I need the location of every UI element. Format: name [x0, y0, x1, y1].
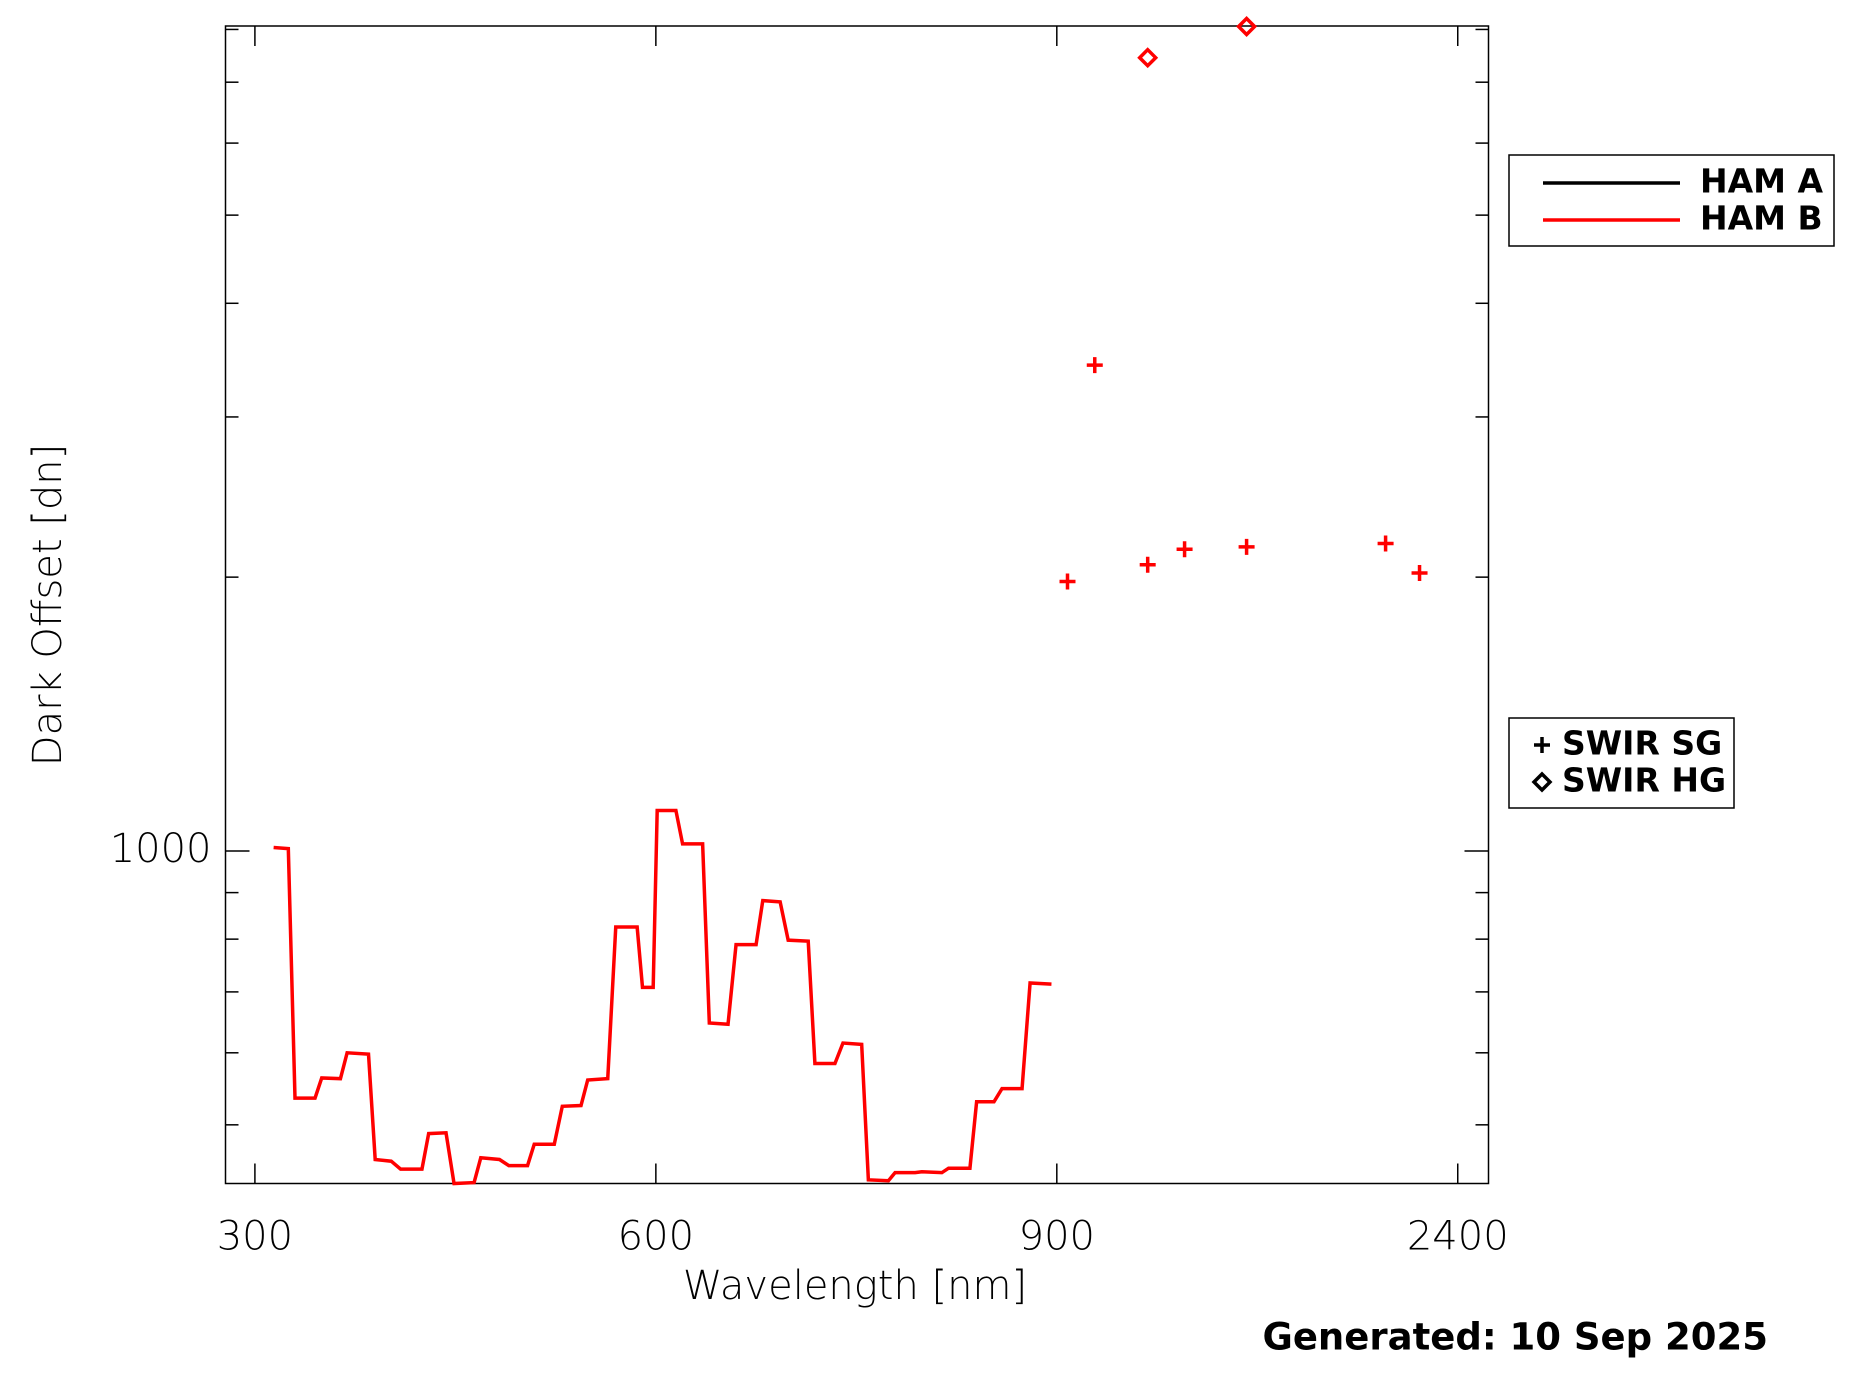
diamond-marker	[1236, 16, 1258, 37]
plus-marker	[1411, 565, 1428, 582]
x-axis-label: Wavelength [nm]	[683, 1263, 1027, 1309]
x-tick-label: 900	[1019, 1214, 1095, 1260]
x-tick-label: 300	[217, 1214, 293, 1260]
plus-marker	[1086, 357, 1103, 374]
footer: Generated: 10 Sep 2025	[1262, 1316, 1768, 1359]
diamond-marker	[1137, 47, 1159, 69]
plus-marker	[1377, 535, 1394, 552]
legend-label: HAM A	[1700, 162, 1823, 201]
legend-marker	[1534, 737, 1550, 753]
legend-box	[1508, 154, 1835, 247]
plus-marker	[1176, 541, 1193, 558]
y-tick-label: 1000	[110, 826, 212, 872]
legend-label: SWIR SG	[1562, 724, 1722, 763]
plus-marker	[1238, 538, 1255, 555]
plus-marker	[1059, 573, 1076, 590]
plot-frame	[224, 25, 1490, 1185]
y-axis-label: Dark Offset [dn]	[25, 444, 71, 766]
legend-label: SWIR HG	[1562, 761, 1726, 800]
plus-marker	[1139, 556, 1156, 573]
legend-label: HAM B	[1700, 199, 1823, 238]
marker-legend-box	[1508, 717, 1735, 809]
legend-marker	[1531, 771, 1553, 793]
data-line	[273, 808, 1052, 1186]
x-tick-label: 2400	[1407, 1214, 1509, 1260]
x-tick-label: 600	[618, 1214, 694, 1260]
plot-area	[273, 16, 1428, 1186]
